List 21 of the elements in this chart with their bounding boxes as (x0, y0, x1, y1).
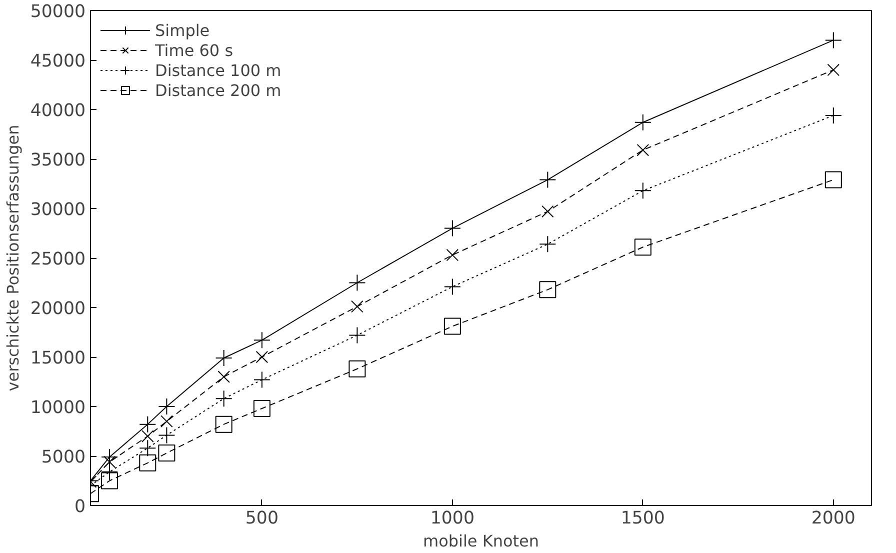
legend-label: Distance 200 m (155, 80, 282, 100)
y-tick-label: 5000 (41, 448, 86, 468)
x-axis-title: mobile Knoten (422, 532, 540, 550)
y-tick-label: 25000 (30, 250, 86, 270)
legend-label: Time 60 s (155, 40, 234, 60)
x-tick-label: 500 (245, 508, 278, 528)
y-tick-label: 15000 (30, 348, 86, 368)
y-tick-label: 50000 (30, 2, 86, 22)
x-tick-label: 1000 (430, 508, 474, 528)
y-tick-label: 30000 (30, 200, 86, 220)
y-tick-label: 10000 (30, 398, 86, 418)
y-axis-title: verschickte Positionserfassungen (3, 124, 22, 392)
legend-label: Simple (155, 20, 210, 40)
legend-label: Distance 100 m (155, 60, 282, 80)
y-tick-label: 20000 (30, 299, 86, 319)
y-tick-label: 35000 (30, 150, 86, 170)
y-tick-label: 0 (74, 497, 86, 517)
y-tick-label: 40000 (30, 101, 86, 121)
y-tick-label: 45000 (30, 52, 86, 72)
x-tick-label: 1500 (620, 508, 665, 528)
x-tick-label: 2000 (811, 508, 856, 528)
